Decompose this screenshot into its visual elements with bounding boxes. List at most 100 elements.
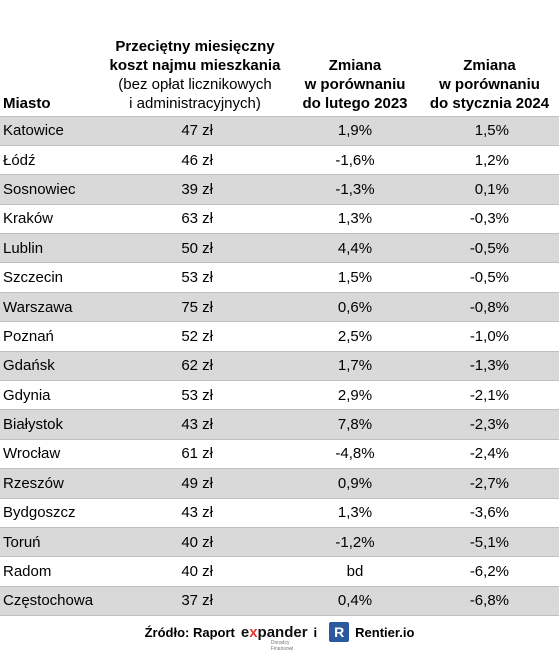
cost-cell: 53 zł — [100, 262, 290, 293]
table-row: Rzeszów 49 zł 0,9% -2,7% — [0, 468, 559, 499]
city-cell: Warszawa — [0, 292, 100, 323]
city-cell: Gdynia — [0, 380, 100, 411]
expander-sub: Doradcy Finansowi — [270, 639, 294, 652]
table-row: Bydgoszcz 43 zł 1,3% -3,6% — [0, 498, 559, 528]
conjunction: i — [313, 624, 318, 640]
table-row: Poznań 52 zł 2,5% -1,0% — [0, 321, 559, 352]
header-change-feb2023: Zmiana w porównaniu do lutego 2023 — [290, 28, 420, 117]
rentier-name: Rentier.io — [355, 624, 415, 640]
change-feb2023-cell: 2,5% — [290, 321, 420, 352]
city-cell: Gdańsk — [0, 351, 100, 382]
change-feb2023-cell: 1,5% — [290, 262, 420, 293]
cost-cell: 52 zł — [100, 321, 290, 352]
expander-x: x — [249, 623, 258, 641]
city-cell: Katowice — [0, 116, 100, 146]
city-cell: Bydgoszcz — [0, 498, 100, 528]
change-jan2024-cell: -2,7% — [420, 468, 559, 499]
cost-cell: 75 zł — [100, 292, 290, 323]
change-feb2023-cell: 0,6% — [290, 292, 420, 323]
change-feb2023-cell: 1,3% — [290, 498, 420, 528]
change-jan2024-cell: 0,1% — [420, 174, 559, 205]
source-label: Źródło: Raport — [144, 624, 235, 640]
cost-cell: 40 zł — [100, 527, 290, 558]
cost-cell: 43 zł — [100, 409, 290, 440]
header-cost: Przeciętny miesięczny koszt najmu mieszk… — [100, 28, 290, 117]
cost-cell: 47 zł — [100, 116, 290, 146]
change-jan2024-cell: -0,5% — [420, 262, 559, 293]
change-feb2023-cell: 4,4% — [290, 233, 420, 264]
change-feb2023-cell: 2,9% — [290, 380, 420, 411]
expander-logo: expander Doradcy Finansowi — [240, 623, 308, 652]
expander-prefix: e — [240, 623, 250, 641]
city-cell: Radom — [0, 556, 100, 587]
change-feb2023-cell: -1,3% — [290, 174, 420, 205]
header-change2-line3: do stycznia 2024 — [429, 94, 550, 112]
cost-cell: 63 zł — [100, 204, 290, 235]
city-cell: Kraków — [0, 204, 100, 235]
source-footer: Źródło: Raport expander Doradcy Finansowi… — [0, 618, 559, 652]
cost-cell: 40 zł — [100, 556, 290, 587]
table-row: Toruń 40 zł -1,2% -5,1% — [0, 527, 559, 558]
header-cost-line4: i administracyjnych) — [129, 94, 261, 112]
table-header-row: Miasto Przeciętny miesięczny koszt najmu… — [0, 28, 559, 117]
change-feb2023-cell: 1,3% — [290, 204, 420, 235]
table-row: Sosnowiec 39 zł -1,3% 0,1% — [0, 174, 559, 205]
rent-table: Miasto Przeciętny miesięczny koszt najmu… — [0, 28, 559, 617]
table-row: Radom 40 zł bd -6,2% — [0, 556, 559, 587]
change-feb2023-cell: -4,8% — [290, 439, 420, 470]
header-change1-line3: do lutego 2023 — [302, 94, 408, 112]
city-cell: Sosnowiec — [0, 174, 100, 205]
change-jan2024-cell: 1,5% — [420, 116, 559, 146]
change-feb2023-cell: 0,9% — [290, 468, 420, 499]
table-row: Gdańsk 62 zł 1,7% -1,3% — [0, 351, 559, 382]
table-body: Katowice 47 zł 1,9% 1,5% Łódź 46 zł -1,6% 1,2% S… — [0, 116, 559, 617]
change-feb2023-cell: 1,7% — [290, 351, 420, 382]
city-cell: Poznań — [0, 321, 100, 352]
cost-cell: 50 zł — [100, 233, 290, 264]
change-feb2023-cell: 7,8% — [290, 409, 420, 440]
change-jan2024-cell: -0,3% — [420, 204, 559, 235]
table-row: Kraków 63 zł 1,3% -0,3% — [0, 204, 559, 235]
table-row: Szczecin 53 zł 1,5% -0,5% — [0, 262, 559, 293]
change-jan2024-cell: -1,0% — [420, 321, 559, 352]
cost-cell: 37 zł — [100, 586, 290, 617]
city-cell: Łódź — [0, 145, 100, 176]
cost-cell: 62 zł — [100, 351, 290, 382]
cost-cell: 53 zł — [100, 380, 290, 411]
change-feb2023-cell: 1,9% — [290, 116, 420, 146]
header-change1-line2: w porównaniu — [304, 75, 406, 93]
header-change2-line1: Zmiana — [463, 56, 516, 74]
city-cell: Szczecin — [0, 262, 100, 293]
table-row: Łódź 46 zł -1,6% 1,2% — [0, 145, 559, 176]
change-jan2024-cell: -3,6% — [420, 498, 559, 528]
change-jan2024-cell: -0,8% — [420, 292, 559, 323]
table-row: Gdynia 53 zł 2,9% -2,1% — [0, 380, 559, 411]
change-jan2024-cell: -0,5% — [420, 233, 559, 264]
table-row: Lublin 50 zł 4,4% -0,5% — [0, 233, 559, 264]
change-jan2024-cell: -2,4% — [420, 439, 559, 470]
cost-cell: 46 zł — [100, 145, 290, 176]
change-jan2024-cell: -6,2% — [420, 556, 559, 587]
expander-rest: pander — [257, 623, 308, 641]
table-row: Częstochowa 37 zł 0,4% -6,8% — [0, 586, 559, 617]
cost-cell: 49 zł — [100, 468, 290, 499]
city-cell: Toruń — [0, 527, 100, 558]
cost-cell: 43 zł — [100, 498, 290, 528]
change-jan2024-cell: -2,1% — [420, 380, 559, 411]
table-row: Wrocław 61 zł -4,8% -2,4% — [0, 439, 559, 470]
city-cell: Częstochowa — [0, 586, 100, 617]
header-cost-line1: Przeciętny miesięczny — [115, 37, 275, 55]
change-feb2023-cell: -1,6% — [290, 145, 420, 176]
city-cell: Lublin — [0, 233, 100, 264]
city-cell: Wrocław — [0, 439, 100, 470]
change-feb2023-cell: -1,2% — [290, 527, 420, 558]
change-jan2024-cell: -5,1% — [420, 527, 559, 558]
change-feb2023-cell: 0,4% — [290, 586, 420, 617]
cost-cell: 39 zł — [100, 174, 290, 205]
header-cost-line3: (bez opłat licznikowych — [118, 75, 272, 93]
change-feb2023-cell: bd — [290, 556, 420, 587]
change-jan2024-cell: -6,8% — [420, 586, 559, 617]
table-row: Warszawa 75 zł 0,6% -0,8% — [0, 292, 559, 323]
header-cost-line2: koszt najmu mieszkania — [109, 56, 281, 74]
